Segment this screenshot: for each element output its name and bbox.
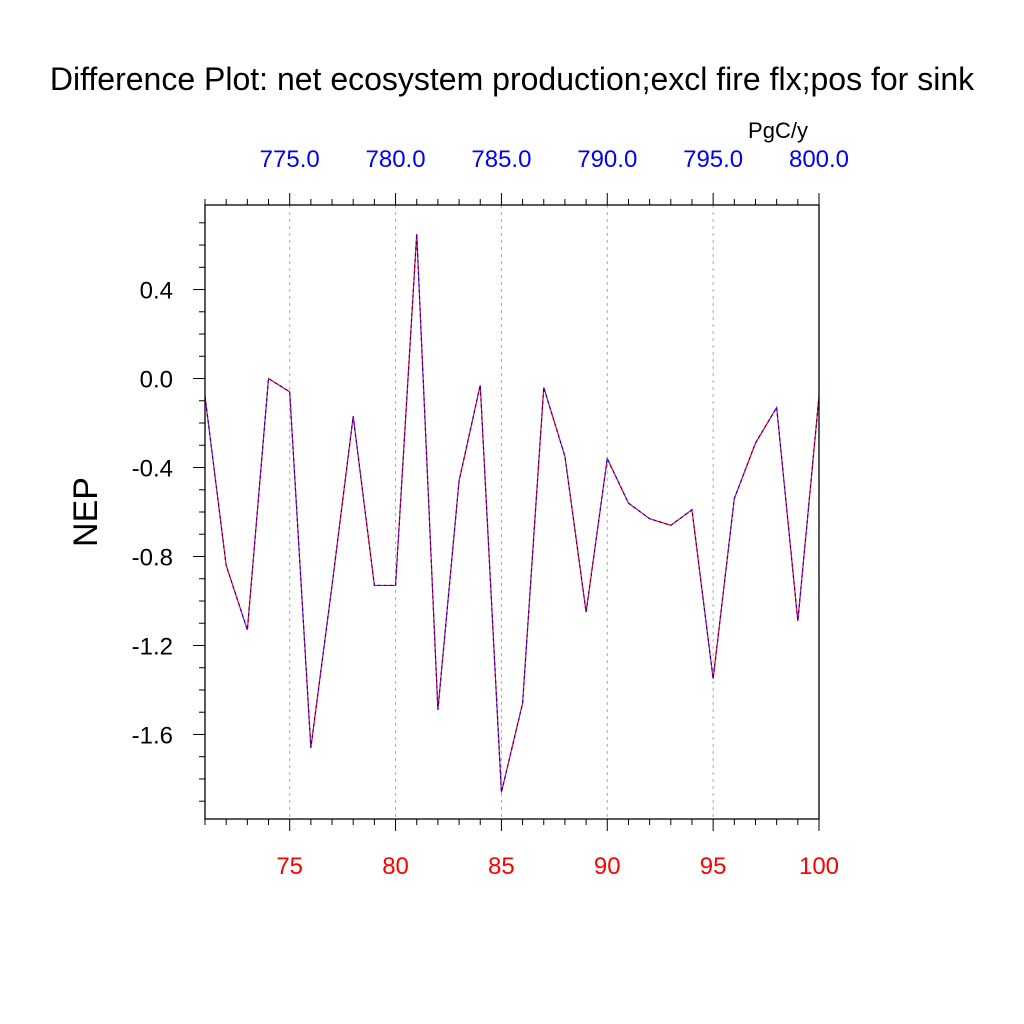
units-label: PgC/y [748, 118, 808, 143]
x-tick-label-bottom: 100 [799, 853, 839, 880]
y-tick-label: -0.8 [132, 544, 173, 571]
x-tick-label-bottom: 85 [488, 853, 515, 880]
x-tick-label-top: 775.0 [260, 146, 320, 173]
series-lines [204, 233, 820, 793]
x-tick-label-top: 785.0 [471, 146, 531, 173]
y-tick-label: -1.6 [132, 722, 173, 749]
series-line-2 [204, 233, 820, 793]
chart-title: Difference Plot: net ecosystem productio… [50, 61, 975, 97]
tick-labels: 75 80 85 90 95 100 775.0 780.0 785.0 790.0 795.0 80… [132, 146, 849, 880]
x-tick-label-top: 800.0 [789, 146, 849, 173]
x-tick-label-top: 790.0 [577, 146, 637, 173]
axis-ticks [193, 193, 820, 831]
y-tick-label: -1.2 [132, 633, 173, 660]
x-tick-label-top: 795.0 [683, 146, 743, 173]
grid-lines [289, 205, 714, 819]
x-tick-label-top: 780.0 [366, 146, 426, 173]
y-tick-label: 0.4 [140, 278, 173, 305]
x-tick-label-bottom: 90 [594, 853, 621, 880]
y-tick-label: 0.0 [140, 367, 173, 394]
y-axis-label: NEP [67, 477, 105, 547]
x-tick-label-bottom: 95 [700, 853, 727, 880]
y-tick-label: -0.4 [132, 456, 173, 483]
x-tick-label-bottom: 75 [276, 853, 303, 880]
x-tick-label-bottom: 80 [382, 853, 409, 880]
